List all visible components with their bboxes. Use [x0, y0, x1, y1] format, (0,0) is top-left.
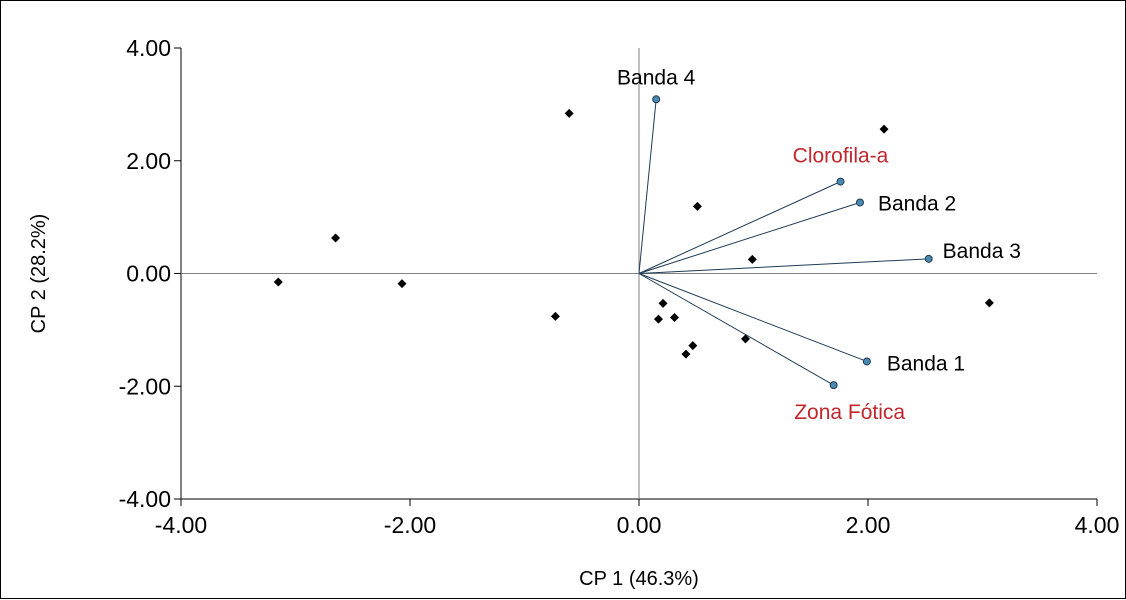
- vector-endpoint: [862, 357, 871, 366]
- scatter-point: [397, 279, 407, 289]
- y-axis-title: CP 2 (28.2%): [28, 214, 50, 334]
- vector-label: Banda 2: [878, 192, 956, 215]
- scatter-point: [564, 108, 574, 118]
- points-group: [273, 108, 994, 359]
- vector-line: [638, 201, 861, 274]
- y-tick-label: 4.00: [126, 35, 171, 61]
- scatter-point: [681, 349, 691, 359]
- scatter-point: [653, 314, 663, 324]
- vector-line: [638, 273, 834, 386]
- vector-label: Banda 1: [887, 352, 965, 375]
- scatter-point: [740, 334, 750, 344]
- vector-endpoint: [829, 381, 838, 390]
- x-tick-label: -4.00: [155, 512, 207, 538]
- scatter-point: [331, 233, 341, 243]
- vector-label: Zona Fótica: [794, 401, 905, 424]
- vector-line: [638, 258, 929, 274]
- vector-line: [638, 99, 657, 274]
- vector-label: Clorofila-a: [793, 145, 889, 168]
- vector-endpoint: [924, 254, 933, 263]
- scatter-point: [658, 298, 668, 308]
- tick-labels-group: 4.00 2.00 0.00 -2.00 -4.00-4.00 -2.00 0.00 2.00…: [119, 35, 1120, 538]
- scatter-point: [273, 277, 283, 287]
- y-tick-label: 2.00: [126, 148, 171, 174]
- vector-endpoint: [836, 177, 845, 186]
- y-tick-label: -4.00: [119, 486, 171, 512]
- scatter-point: [692, 201, 702, 211]
- scatter-point: [879, 124, 889, 134]
- x-tick-label: 2.00: [846, 512, 891, 538]
- x-tick-label: 0.00: [617, 512, 662, 538]
- vector-label: Banda 3: [943, 240, 1021, 263]
- vectors-group: Banda 4 Clorofila-a Banda 2 Banda 3 Banda 1 Z…: [617, 66, 1021, 424]
- vector-line: [638, 181, 841, 274]
- scatter-point: [669, 312, 679, 322]
- scatter-point: [688, 341, 698, 351]
- x-tick-label: 4.00: [1075, 512, 1120, 538]
- vector-endpoint: [652, 95, 661, 104]
- scatter-point: [747, 254, 757, 264]
- x-tick-label: -2.00: [384, 512, 436, 538]
- scatter-point: [984, 298, 994, 308]
- axes-group: [174, 47, 1098, 506]
- vector-endpoint: [855, 198, 864, 207]
- y-tick-label: -2.00: [119, 373, 171, 399]
- scatter-point: [550, 311, 560, 321]
- vector-label: Banda 4: [617, 66, 696, 89]
- vector-line: [638, 273, 868, 362]
- y-tick-label: 0.00: [126, 261, 171, 287]
- x-axis-title: CP 1 (46.3%): [579, 568, 699, 590]
